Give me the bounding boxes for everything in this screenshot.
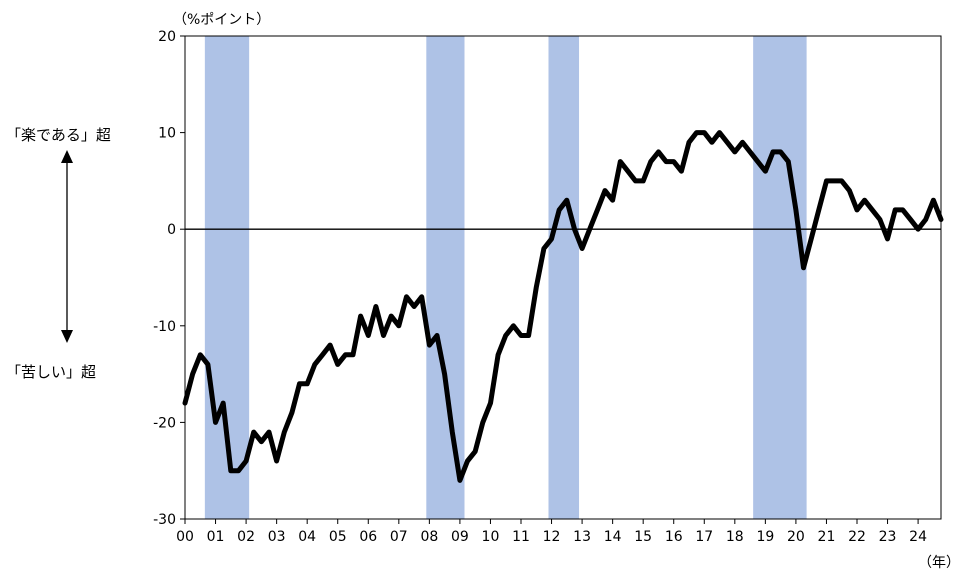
x-tick-label: 13: [573, 529, 591, 545]
x-tick-label: 16: [665, 529, 683, 545]
shaded-period-1: [426, 36, 465, 519]
x-tick-label: 11: [512, 529, 530, 545]
shaded-period-3: [753, 36, 807, 519]
x-tick-label: 00: [176, 529, 194, 545]
series-line-0: [182, 130, 944, 483]
y-tick-label: 20: [158, 29, 176, 45]
y-tick-label: 10: [158, 126, 176, 142]
annotation-bottom: 「苦しい」超: [6, 363, 97, 381]
x-tick-label: 23: [879, 529, 897, 545]
x-tick-label: 06: [359, 529, 377, 545]
y-tick-label: 0: [167, 222, 176, 238]
x-tick-label: 04: [298, 529, 316, 545]
x-unit-label: （年）: [918, 555, 959, 571]
annotation-top: 「楽である」超: [6, 126, 111, 144]
x-tick-label: 07: [390, 529, 408, 545]
x-tick-label: 14: [604, 529, 622, 545]
x-tick-label: 20: [787, 529, 805, 545]
x-tick-label: 08: [420, 529, 438, 545]
direction-arrow: [61, 150, 73, 343]
x-tick-label: 02: [237, 529, 255, 545]
y-tick-label: -20: [153, 415, 176, 431]
shaded-period-2: [548, 36, 580, 519]
y-unit-label: （%ポイント）: [173, 12, 270, 28]
x-tick-label: 09: [451, 529, 469, 545]
x-tick-label: 24: [909, 529, 927, 545]
x-tick-label: 17: [695, 529, 713, 545]
x-tick-label: 01: [207, 529, 225, 545]
x-tick-label: 15: [634, 529, 652, 545]
x-tick-label: 22: [848, 529, 866, 545]
x-tick-label: 12: [543, 529, 561, 545]
x-tick-label: 21: [818, 529, 836, 545]
y-tick-label: -10: [153, 319, 176, 335]
plot-frame: [184, 35, 942, 520]
x-tick-label: 05: [329, 529, 347, 545]
y-tick-label: -30: [153, 512, 176, 528]
x-tick-label: 19: [756, 529, 774, 545]
x-tick-label: 18: [726, 529, 744, 545]
x-tick-label: 10: [482, 529, 500, 545]
x-tick-label: 03: [268, 529, 286, 545]
